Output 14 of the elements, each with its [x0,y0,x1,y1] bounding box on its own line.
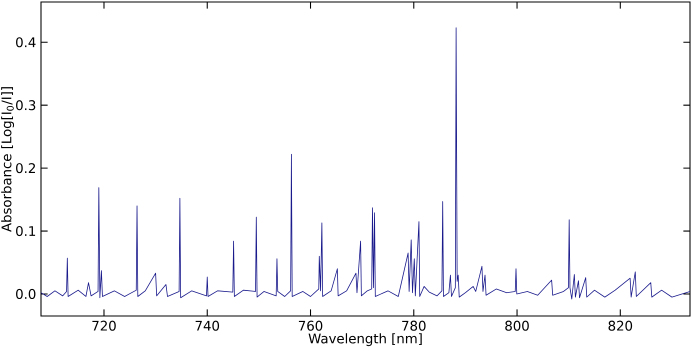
x-axis-title: Wavelength [nm] [308,333,422,346]
x-tick-label: 800 [505,320,529,331]
y-tick-label: 0.3 [16,100,36,110]
y-axis-title: Absorbance [Log[I$_{0}$/I]] [1,87,14,232]
y-tick-label: 0.2 [16,163,35,174]
line-series [41,27,690,300]
x-tick-label: 780 [402,320,426,331]
x-tick-label: 720 [92,320,116,331]
y-tick-label: 0.4 [16,37,36,48]
x-tick-label: 760 [298,320,322,331]
y-tick-label: 0.1 [16,226,36,236]
x-tick-label: 740 [196,320,220,331]
x-tick-label: 820 [608,320,632,331]
y-tick-label: 0.0 [16,288,36,299]
